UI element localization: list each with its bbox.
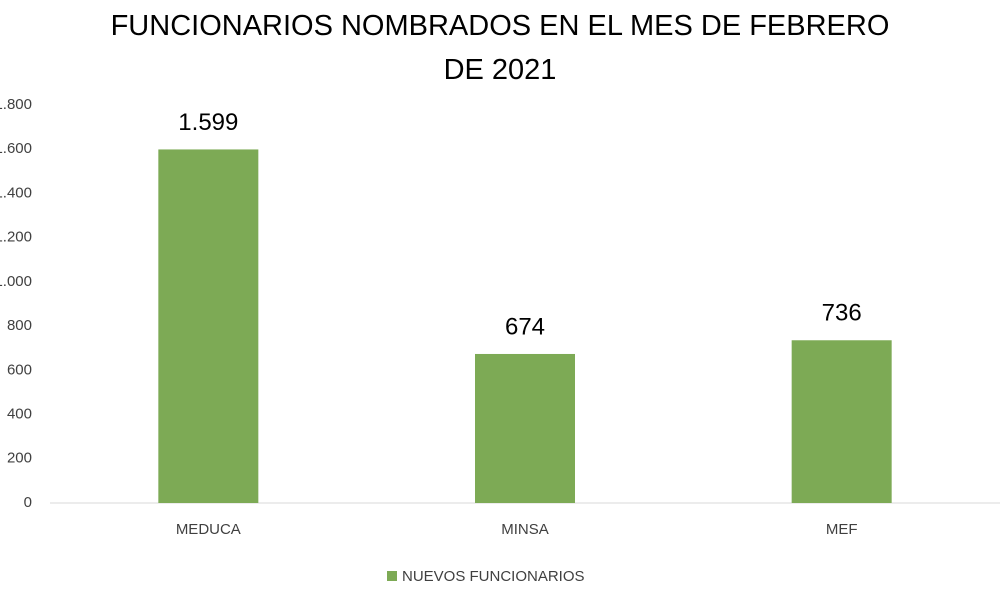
data-label: 674 (505, 313, 545, 340)
chart-title: FUNCIONARIOS NOMBRADOS EN EL MES DE FEBR… (110, 10, 890, 86)
y-tick-label: 400 (7, 406, 32, 423)
bar (791, 340, 892, 503)
bar (158, 149, 259, 503)
y-tick-label: 800 (7, 317, 32, 334)
x-tick-label: MEDUCA (176, 521, 241, 538)
legend-swatch (387, 571, 397, 581)
data-label: 1.599 (178, 109, 238, 136)
y-tick-label: 1.600 (0, 140, 32, 157)
y-tick-label: 1.800 (0, 96, 32, 113)
y-tick-label: 600 (7, 361, 32, 378)
x-tick-label: MINSA (501, 521, 549, 538)
y-tick-label: 1.200 (0, 229, 32, 246)
y-tick-label: 1.400 (0, 184, 32, 201)
y-tick-label: 1.000 (0, 273, 32, 290)
y-tick-label: 0 (24, 494, 32, 511)
y-tick-label: 200 (7, 450, 32, 467)
legend-label: NUEVOS FUNCIONARIOS (402, 568, 585, 585)
x-tick-label: MEF (826, 521, 858, 538)
data-label: 736 (822, 300, 862, 327)
bar (475, 353, 575, 503)
